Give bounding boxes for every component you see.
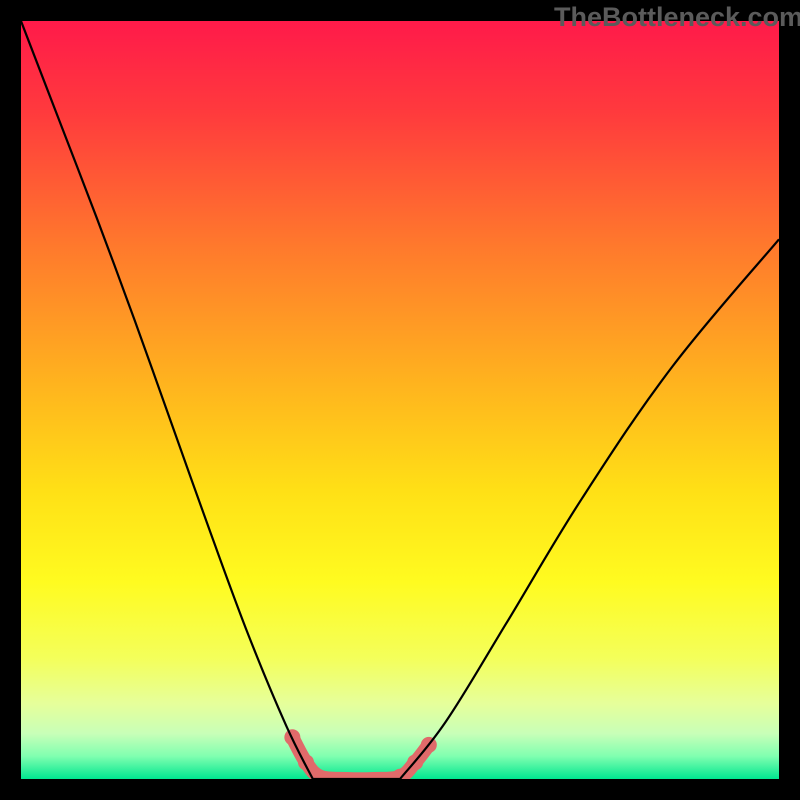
chart-frame: TheBottleneck.com [0, 0, 800, 800]
bottleneck-chart [21, 21, 779, 779]
watermark-text: TheBottleneck.com [554, 2, 800, 33]
